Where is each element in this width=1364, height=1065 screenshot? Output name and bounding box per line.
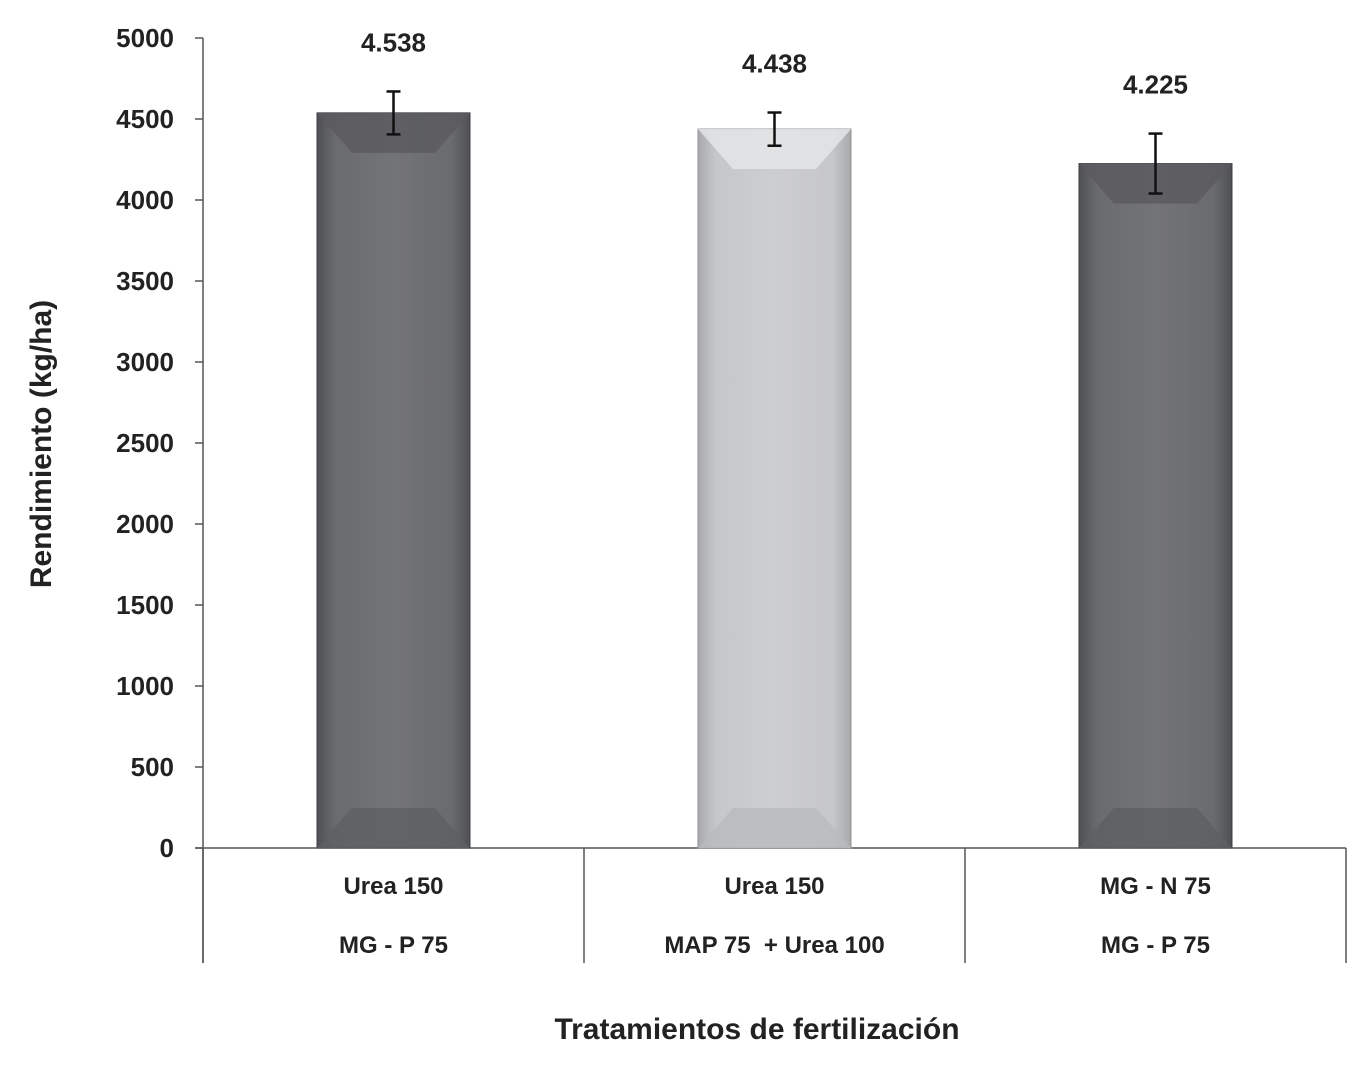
- error-bars: [386, 90, 1163, 195]
- data-label: 4.438: [742, 49, 807, 79]
- y-tick-label: 2500: [116, 428, 174, 458]
- y-tick-label: 1000: [116, 671, 174, 701]
- bar: [316, 112, 471, 849]
- category-label-line2: MG - P 75: [339, 932, 448, 959]
- bar-bevel-bottom: [1079, 808, 1232, 848]
- bar-bevel-top: [698, 129, 851, 170]
- data-label: 4.225: [1123, 70, 1188, 100]
- y-tick-label: 0: [160, 833, 174, 863]
- category-label-line1: Urea 150: [724, 873, 824, 900]
- y-tick-label: 5000: [116, 23, 174, 53]
- y-tick-label: 2000: [116, 509, 174, 539]
- category-label-line1: MG - N 75: [1100, 873, 1211, 900]
- bar-bevel-bottom: [317, 808, 470, 848]
- y-tick-label: 500: [131, 752, 174, 782]
- y-tick-label: 4000: [116, 185, 174, 215]
- x-axis-title: Tratamientos de fertilización: [554, 1013, 959, 1046]
- data-label: 4.538: [361, 27, 426, 57]
- y-axis-title: Rendimiento (kg/ha): [25, 300, 58, 588]
- category-label-line2: MG - P 75: [1101, 932, 1210, 959]
- category-labels: Urea 150 MG - P 75 Urea 150 MAP 75 + Urea 1…: [202, 848, 1347, 963]
- y-ticks: 0 500 1000 1500 2000 2500 3000 3500 4000 4500 5000: [116, 23, 203, 863]
- bar: [697, 128, 852, 849]
- category-label-line2: MAP 75 + Urea 100: [664, 932, 884, 959]
- bars: [316, 112, 1233, 849]
- bar-bevel-bottom: [698, 808, 851, 848]
- y-tick-label: 3000: [116, 347, 174, 377]
- bar: [1078, 163, 1233, 849]
- data-labels: 4.538 4.438 4.225: [361, 27, 1188, 99]
- y-tick-label: 1500: [116, 590, 174, 620]
- category-label-line1: Urea 150: [343, 873, 443, 900]
- y-tick-label: 3500: [116, 266, 174, 296]
- y-tick-label: 4500: [116, 104, 174, 134]
